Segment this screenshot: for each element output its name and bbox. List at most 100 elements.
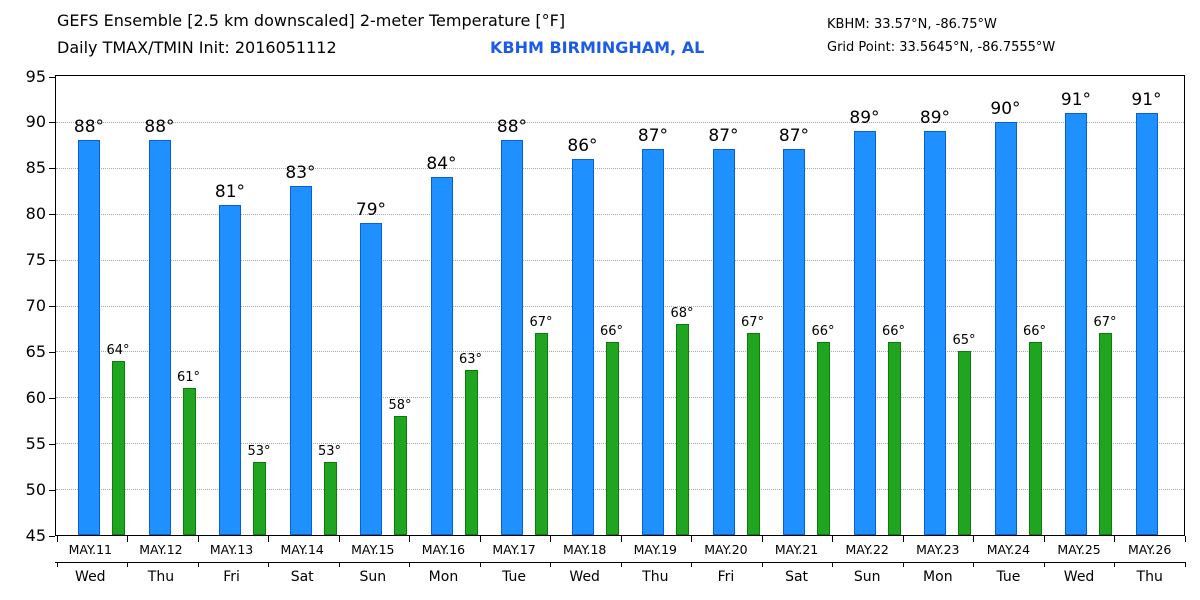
- date-label: MAY.24: [986, 542, 1031, 557]
- tmin-bar: [605, 342, 619, 535]
- day-label: Wed: [1063, 569, 1095, 585]
- y-axis-tick: [49, 535, 55, 537]
- y-axis-label: 65: [25, 341, 46, 361]
- tmax-value-label: 87°: [778, 126, 810, 147]
- x-axis-tick: [691, 536, 692, 542]
- tmax-bar: [289, 186, 312, 535]
- x-axis-tick: [197, 562, 199, 567]
- x-axis-midline: [55, 562, 1185, 563]
- x-axis-dates: MAY.11 MAY.12 MAY.13 MAY.14 MAY.15 MAY.16 MAY.…: [55, 540, 1185, 560]
- date-label: MAY.15: [351, 542, 395, 557]
- x-axis-tick: [1184, 562, 1186, 567]
- y-axis-label: 80: [25, 204, 46, 224]
- tmax-bar: [148, 140, 171, 535]
- y-axis-label: 60: [25, 387, 46, 407]
- x-axis-tick: [1114, 536, 1115, 542]
- tmax-bar: [712, 149, 735, 535]
- day-label: Fri: [223, 569, 240, 585]
- tmax-value-label: 88°: [496, 117, 528, 138]
- x-axis-days: Wed Thu Fri Sat Sun Mon Tue Wed Thu Fri Sat Sun Mon T…: [55, 564, 1185, 588]
- date-label: MAY.25: [1057, 542, 1101, 557]
- day-label: Sat: [785, 569, 809, 585]
- tmax-value-label: 83°: [285, 163, 316, 184]
- station-name: KBHM BIRMINGHAM, AL: [490, 38, 705, 57]
- tmax-bar: [219, 204, 241, 535]
- x-axis-tick: [409, 562, 410, 567]
- tmin-bar: [182, 388, 196, 535]
- tmin-bar: [676, 323, 689, 535]
- tmin-bar: [1099, 333, 1112, 535]
- tmin-bar: [817, 342, 830, 535]
- day-label: Tue: [996, 569, 1021, 585]
- tmax-value-label: 91°: [1060, 89, 1092, 110]
- x-axis-tick: [761, 562, 763, 567]
- x-axis-tick: [268, 562, 269, 567]
- date-label: MAY.19: [633, 542, 677, 557]
- day-label: Fri: [717, 569, 735, 585]
- x-axis-tick: [127, 562, 128, 567]
- day-label: Thu: [642, 569, 669, 585]
- tmax-value-label: 87°: [708, 126, 739, 147]
- tmin-bar: [112, 360, 125, 535]
- x-axis-tick: [197, 536, 199, 542]
- y-axis-tick: [49, 306, 55, 307]
- day-label: Mon: [428, 569, 459, 585]
- x-axis-tick: [479, 562, 481, 567]
- tmin-value-label: 66°: [881, 324, 906, 340]
- gridline: [56, 443, 1184, 445]
- x-axis-tick: [973, 536, 974, 542]
- tmax-bar: [783, 149, 805, 535]
- x-axis-tick: [1184, 536, 1186, 542]
- tmax-bar: [924, 131, 946, 535]
- x-axis-tick: [691, 562, 692, 567]
- tmin-value-label: 66°: [811, 324, 835, 340]
- tmin-bar: [464, 369, 478, 535]
- x-axis-tick: [56, 536, 58, 542]
- tmin-value-label: 67°: [1093, 315, 1117, 331]
- x-axis-tick: [902, 562, 904, 567]
- tmin-value-label: 63°: [458, 351, 483, 367]
- y-axis-tick: [49, 397, 55, 399]
- tmax-bar: [1135, 112, 1158, 535]
- day-label: Thu: [147, 569, 175, 585]
- y-axis-label: 70: [25, 296, 46, 315]
- tmin-value-label: 66°: [1022, 324, 1047, 340]
- station-coords: KBHM: 33.57°N, -86.75°W: [827, 17, 997, 32]
- tmin-bar: [1028, 342, 1042, 535]
- x-axis-tick: [127, 536, 128, 542]
- y-axis-tick: [49, 168, 55, 170]
- y-axis-label: 50: [25, 479, 46, 499]
- x-axis-tick: [973, 562, 974, 567]
- x-axis-tick: [832, 536, 833, 542]
- date-label: MAY.14: [280, 542, 324, 557]
- y-axis-label: 45: [25, 525, 46, 545]
- tmin-value-label: 61°: [176, 370, 201, 386]
- day-label: Sun: [853, 569, 881, 585]
- day-label: Sun: [359, 569, 387, 585]
- tmin-value-label: 67°: [740, 315, 765, 331]
- gridline: [56, 259, 1184, 261]
- chart-title: GEFS Ensemble [2.5 km downscaled] 2-mete…: [57, 11, 566, 30]
- day-label: Sat: [290, 569, 314, 585]
- tmin-value-label: 58°: [388, 397, 412, 413]
- gridline: [56, 305, 1184, 307]
- tmin-value-label: 68°: [670, 305, 694, 321]
- x-axis-tick: [1043, 536, 1045, 542]
- tmin-bar: [394, 415, 407, 535]
- plot-area: 88° 64° 88° 61° 81° 53° 83° 53° 79° 58° 84° 63° 88° 6…: [55, 75, 1185, 536]
- date-label: MAY.18: [563, 542, 607, 557]
- x-axis-tick: [1043, 562, 1045, 567]
- y-axis-label: 85: [25, 158, 46, 178]
- gridline: [56, 213, 1184, 215]
- gridline: [56, 397, 1184, 399]
- date-label: MAY.21: [774, 542, 819, 557]
- date-label: MAY.17: [492, 542, 536, 557]
- y-axis-tick: [49, 351, 55, 353]
- tmax-bar: [360, 222, 382, 535]
- tmax-value-label: 79°: [355, 199, 387, 220]
- y-axis-tick: [49, 214, 55, 216]
- day-label: Tue: [502, 569, 527, 585]
- y-axis-label: 95: [25, 66, 46, 86]
- x-axis-tick: [620, 562, 622, 567]
